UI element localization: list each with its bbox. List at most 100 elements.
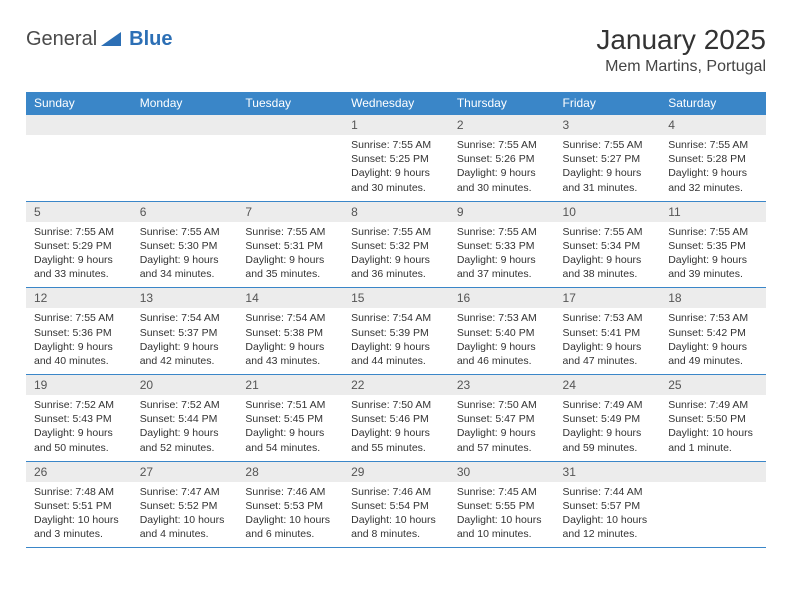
daylight-text: Daylight: 9 hours and 37 minutes. — [457, 253, 547, 281]
day-number: 22 — [343, 375, 449, 395]
daylight-text: Daylight: 9 hours and 44 minutes. — [351, 340, 441, 368]
sunrise-text: Sunrise: 7:55 AM — [668, 225, 758, 239]
day-body: Sunrise: 7:53 AMSunset: 5:40 PMDaylight:… — [449, 308, 555, 374]
sunrise-text: Sunrise: 7:54 AM — [245, 311, 335, 325]
sunrise-text: Sunrise: 7:55 AM — [245, 225, 335, 239]
sunrise-text: Sunrise: 7:55 AM — [457, 138, 547, 152]
daylight-text: Daylight: 9 hours and 35 minutes. — [245, 253, 335, 281]
daylight-text: Daylight: 10 hours and 6 minutes. — [245, 513, 335, 541]
calendar-cell: 21Sunrise: 7:51 AMSunset: 5:45 PMDayligh… — [237, 375, 343, 462]
day-body: Sunrise: 7:50 AMSunset: 5:47 PMDaylight:… — [449, 395, 555, 461]
calendar-cell: 23Sunrise: 7:50 AMSunset: 5:47 PMDayligh… — [449, 375, 555, 462]
day-body: Sunrise: 7:45 AMSunset: 5:55 PMDaylight:… — [449, 482, 555, 548]
day-body: Sunrise: 7:55 AMSunset: 5:33 PMDaylight:… — [449, 222, 555, 288]
calendar-cell: 6Sunrise: 7:55 AMSunset: 5:30 PMDaylight… — [132, 201, 238, 288]
sunset-text: Sunset: 5:33 PM — [457, 239, 547, 253]
calendar-row: 5Sunrise: 7:55 AMSunset: 5:29 PMDaylight… — [26, 201, 766, 288]
sunrise-text: Sunrise: 7:47 AM — [140, 485, 230, 499]
day-number: 16 — [449, 288, 555, 308]
daylight-text: Daylight: 10 hours and 10 minutes. — [457, 513, 547, 541]
weekday-header: Friday — [555, 92, 661, 115]
day-body: Sunrise: 7:52 AMSunset: 5:43 PMDaylight:… — [26, 395, 132, 461]
sunrise-text: Sunrise: 7:53 AM — [563, 311, 653, 325]
daylight-text: Daylight: 9 hours and 57 minutes. — [457, 426, 547, 454]
day-body — [26, 135, 132, 198]
sunrise-text: Sunrise: 7:50 AM — [457, 398, 547, 412]
day-number: 6 — [132, 202, 238, 222]
sunset-text: Sunset: 5:29 PM — [34, 239, 124, 253]
day-body — [237, 135, 343, 198]
logo-general: General — [26, 28, 97, 51]
day-number: 8 — [343, 202, 449, 222]
weekday-header: Sunday — [26, 92, 132, 115]
sunrise-text: Sunrise: 7:53 AM — [457, 311, 547, 325]
calendar-cell: 15Sunrise: 7:54 AMSunset: 5:39 PMDayligh… — [343, 288, 449, 375]
sunset-text: Sunset: 5:28 PM — [668, 152, 758, 166]
daylight-text: Daylight: 9 hours and 43 minutes. — [245, 340, 335, 368]
day-number — [237, 115, 343, 135]
day-number: 3 — [555, 115, 661, 135]
sunrise-text: Sunrise: 7:50 AM — [351, 398, 441, 412]
sunrise-text: Sunrise: 7:55 AM — [140, 225, 230, 239]
daylight-text: Daylight: 9 hours and 38 minutes. — [563, 253, 653, 281]
day-body: Sunrise: 7:55 AMSunset: 5:30 PMDaylight:… — [132, 222, 238, 288]
sunset-text: Sunset: 5:26 PM — [457, 152, 547, 166]
calendar-row: 12Sunrise: 7:55 AMSunset: 5:36 PMDayligh… — [26, 288, 766, 375]
sunrise-text: Sunrise: 7:46 AM — [245, 485, 335, 499]
location: Mem Martins, Portugal — [596, 58, 766, 76]
daylight-text: Daylight: 9 hours and 39 minutes. — [668, 253, 758, 281]
calendar-cell: 8Sunrise: 7:55 AMSunset: 5:32 PMDaylight… — [343, 201, 449, 288]
day-body: Sunrise: 7:49 AMSunset: 5:49 PMDaylight:… — [555, 395, 661, 461]
sunrise-text: Sunrise: 7:49 AM — [563, 398, 653, 412]
sunset-text: Sunset: 5:32 PM — [351, 239, 441, 253]
sunset-text: Sunset: 5:36 PM — [34, 326, 124, 340]
sunset-text: Sunset: 5:30 PM — [140, 239, 230, 253]
page: General Blue January 2025 Mem Martins, P… — [0, 0, 792, 558]
sunset-text: Sunset: 5:54 PM — [351, 499, 441, 513]
daylight-text: Daylight: 9 hours and 55 minutes. — [351, 426, 441, 454]
logo: General Blue — [26, 28, 173, 51]
calendar-cell: 17Sunrise: 7:53 AMSunset: 5:41 PMDayligh… — [555, 288, 661, 375]
daylight-text: Daylight: 9 hours and 50 minutes. — [34, 426, 124, 454]
day-number: 13 — [132, 288, 238, 308]
daylight-text: Daylight: 9 hours and 36 minutes. — [351, 253, 441, 281]
calendar-cell: 22Sunrise: 7:50 AMSunset: 5:46 PMDayligh… — [343, 375, 449, 462]
day-body: Sunrise: 7:52 AMSunset: 5:44 PMDaylight:… — [132, 395, 238, 461]
day-body — [660, 482, 766, 545]
day-number: 11 — [660, 202, 766, 222]
calendar-cell: 18Sunrise: 7:53 AMSunset: 5:42 PMDayligh… — [660, 288, 766, 375]
day-body: Sunrise: 7:55 AMSunset: 5:26 PMDaylight:… — [449, 135, 555, 201]
day-body: Sunrise: 7:55 AMSunset: 5:27 PMDaylight:… — [555, 135, 661, 201]
calendar-cell: 28Sunrise: 7:46 AMSunset: 5:53 PMDayligh… — [237, 461, 343, 548]
day-number: 30 — [449, 462, 555, 482]
calendar-cell: 5Sunrise: 7:55 AMSunset: 5:29 PMDaylight… — [26, 201, 132, 288]
sunset-text: Sunset: 5:40 PM — [457, 326, 547, 340]
sunrise-text: Sunrise: 7:52 AM — [140, 398, 230, 412]
calendar-cell: 30Sunrise: 7:45 AMSunset: 5:55 PMDayligh… — [449, 461, 555, 548]
calendar-cell: 12Sunrise: 7:55 AMSunset: 5:36 PMDayligh… — [26, 288, 132, 375]
day-number: 10 — [555, 202, 661, 222]
weekday-header: Monday — [132, 92, 238, 115]
daylight-text: Daylight: 10 hours and 3 minutes. — [34, 513, 124, 541]
sunset-text: Sunset: 5:41 PM — [563, 326, 653, 340]
day-number: 19 — [26, 375, 132, 395]
day-body: Sunrise: 7:50 AMSunset: 5:46 PMDaylight:… — [343, 395, 449, 461]
calendar-cell: 26Sunrise: 7:48 AMSunset: 5:51 PMDayligh… — [26, 461, 132, 548]
day-body: Sunrise: 7:46 AMSunset: 5:53 PMDaylight:… — [237, 482, 343, 548]
day-body: Sunrise: 7:55 AMSunset: 5:34 PMDaylight:… — [555, 222, 661, 288]
weekday-row: Sunday Monday Tuesday Wednesday Thursday… — [26, 92, 766, 115]
sunset-text: Sunset: 5:50 PM — [668, 412, 758, 426]
sunrise-text: Sunrise: 7:44 AM — [563, 485, 653, 499]
calendar-cell: 7Sunrise: 7:55 AMSunset: 5:31 PMDaylight… — [237, 201, 343, 288]
sunset-text: Sunset: 5:43 PM — [34, 412, 124, 426]
calendar-cell: 14Sunrise: 7:54 AMSunset: 5:38 PMDayligh… — [237, 288, 343, 375]
day-body: Sunrise: 7:54 AMSunset: 5:39 PMDaylight:… — [343, 308, 449, 374]
day-body: Sunrise: 7:55 AMSunset: 5:28 PMDaylight:… — [660, 135, 766, 201]
sunrise-text: Sunrise: 7:54 AM — [140, 311, 230, 325]
day-number: 29 — [343, 462, 449, 482]
calendar-cell: 16Sunrise: 7:53 AMSunset: 5:40 PMDayligh… — [449, 288, 555, 375]
sunset-text: Sunset: 5:27 PM — [563, 152, 653, 166]
day-body: Sunrise: 7:55 AMSunset: 5:31 PMDaylight:… — [237, 222, 343, 288]
day-body: Sunrise: 7:55 AMSunset: 5:35 PMDaylight:… — [660, 222, 766, 288]
sunrise-text: Sunrise: 7:55 AM — [34, 225, 124, 239]
